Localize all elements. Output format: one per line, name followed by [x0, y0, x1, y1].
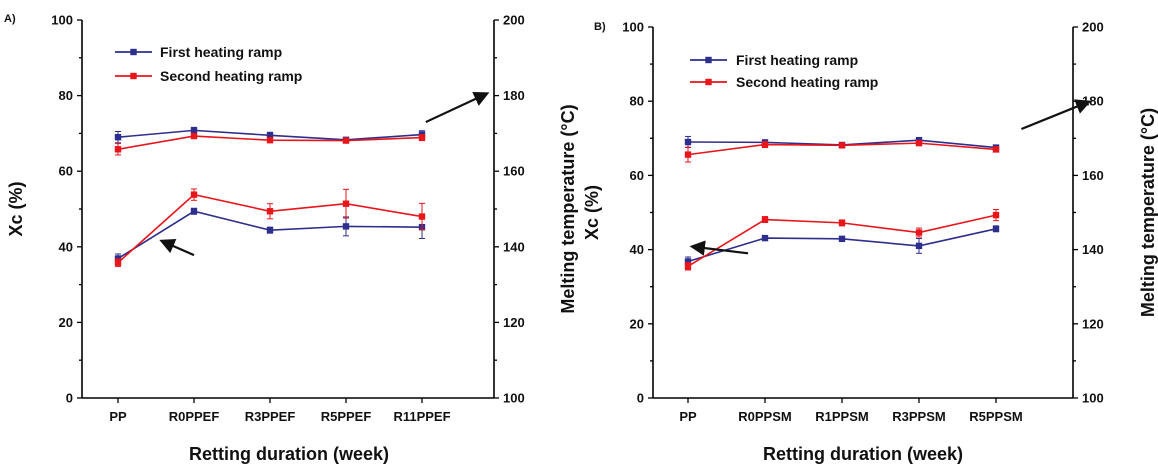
data-point [190, 208, 198, 215]
y-tick-label: 80 [630, 94, 644, 109]
data-point [114, 133, 122, 141]
panel-label: B) [594, 21, 606, 33]
data-point [915, 139, 923, 147]
y2-tick-label: 180 [1082, 94, 1104, 109]
data-point [114, 146, 122, 153]
data-point [684, 263, 692, 270]
axis-indicator-arrow [159, 239, 195, 257]
data-point [915, 242, 923, 250]
y2-tick-label: 200 [503, 13, 525, 28]
y2-axis-title: Melting temperature (°C) [1138, 108, 1158, 317]
data-point [915, 229, 923, 236]
data-point [684, 258, 692, 265]
axis-indicator-arrow [1020, 99, 1092, 131]
legend-swatch-marker [705, 56, 712, 64]
y-tick-label: 20 [630, 316, 644, 331]
data-point [761, 216, 769, 223]
y2-axis-title: Melting temperature (°C) [558, 104, 578, 313]
series-line [687, 228, 997, 263]
panel-label: A) [4, 13, 16, 25]
y-tick-label: 80 [59, 88, 73, 103]
y2-tick-label: 180 [503, 88, 525, 103]
y-tick-label: 20 [59, 315, 73, 330]
data-point [992, 211, 1000, 219]
data-point [266, 226, 274, 234]
data-point [992, 146, 1000, 153]
data-point [190, 191, 198, 198]
data-point [684, 138, 692, 146]
y2-tick-label: 160 [503, 164, 525, 179]
x-tick-label: PP [679, 409, 697, 424]
y2-tick-label: 140 [1082, 242, 1104, 257]
data-point [761, 234, 769, 242]
chart-panel-a: A) 0 20 40 60 80 100 100 120 140 160 180 200 PP R0PPEF… [4, 13, 578, 465]
y2-tick-label: 100 [503, 391, 525, 406]
y-tick-label: 0 [637, 391, 644, 406]
data-point [266, 137, 274, 144]
x-tick-label: R3PPEF [245, 409, 296, 424]
y2-tick-label: 120 [503, 315, 525, 330]
x-axis-title: Retting duration (week) [189, 444, 389, 464]
y-tick-label: 60 [630, 168, 644, 183]
legend-swatch-marker [130, 72, 137, 80]
data-point [684, 151, 692, 158]
legend: First heating ramp Second heating ramp [690, 52, 878, 90]
y2-tick-label: 140 [503, 239, 525, 254]
data-point [266, 208, 274, 215]
x-tick-label: R1PPSM [815, 409, 868, 424]
legend-label: Second heating ramp [736, 74, 878, 90]
y-tick-label: 100 [622, 20, 644, 35]
data-point [266, 132, 274, 139]
y-tick-label: 40 [59, 239, 73, 254]
axis-indicator-arrow [689, 240, 749, 256]
data-point [761, 141, 769, 148]
data-point [992, 225, 1000, 233]
x-tick-label: R3PPSM [892, 409, 945, 424]
x-tick-label: R5PPEF [321, 409, 372, 424]
data-point [838, 219, 846, 227]
y2-tick-label: 120 [1082, 316, 1104, 331]
y-axis-title: Xc (%) [6, 181, 26, 236]
x-tick-label: R11PPEF [393, 409, 450, 424]
y2-tick-label: 200 [1082, 20, 1104, 35]
data-point [342, 137, 350, 144]
data-point [418, 213, 426, 220]
y-tick-label: 100 [51, 13, 73, 28]
y-tick-label: 60 [59, 164, 73, 179]
x-tick-label: R0PPSM [738, 409, 791, 424]
axis-indicator-arrow [425, 91, 490, 124]
legend-swatch-marker [130, 48, 137, 56]
data-point [342, 223, 350, 230]
y-axis-title: Xc (%) [582, 185, 602, 240]
legend-label: First heating ramp [160, 44, 282, 60]
data-point [418, 134, 426, 141]
y2-tick-label: 160 [1082, 168, 1104, 183]
legend-swatch-marker [705, 78, 712, 86]
data-point [190, 132, 198, 140]
legend-label: Second heating ramp [160, 68, 302, 84]
y2-tick-label: 100 [1082, 391, 1104, 406]
data-point [190, 127, 198, 134]
chart-panel-b: B) 0 20 40 60 80 100 100 120 140 160 180 200 PP R0PPSM… [582, 20, 1158, 465]
x-tick-label: R5PPSM [969, 409, 1022, 424]
data-point [838, 235, 846, 243]
x-axis-title: Retting duration (week) [763, 444, 963, 464]
x-tick-label: R0PPEF [169, 409, 220, 424]
legend-label: First heating ramp [736, 52, 858, 68]
y-tick-label: 40 [630, 242, 644, 257]
y-tick-label: 0 [66, 391, 73, 406]
data-point [838, 142, 846, 149]
data-point [114, 259, 122, 266]
data-point [342, 200, 350, 207]
legend: First heating ramp Second heating ramp [115, 44, 302, 84]
x-tick-label: PP [109, 409, 127, 424]
